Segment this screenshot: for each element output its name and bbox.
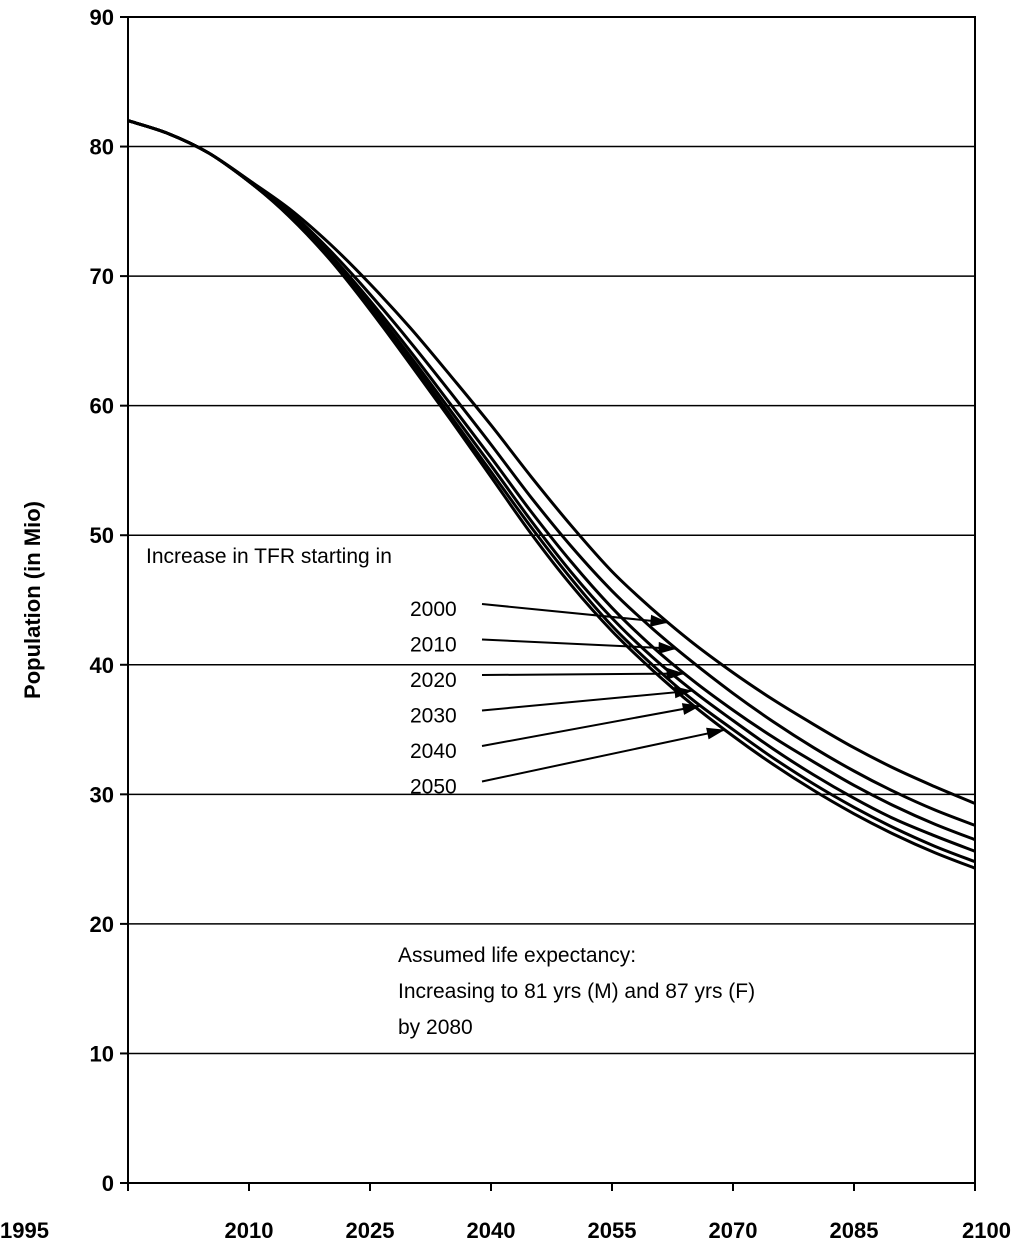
legend-title: Increase in TFR starting in [146, 545, 392, 568]
x-tick-label-2085: 2085 [830, 1218, 879, 1243]
legend-arrow-line-2040 [481, 704, 701, 747]
x-tick-label-2040: 2040 [467, 1218, 516, 1243]
series-lines [127, 119, 976, 870]
y-axis-ticks: 0 10 20 30 40 50 60 70 80 90 [90, 5, 128, 1196]
y-tick-label-10: 10 [90, 1041, 114, 1066]
annotation-line-3: by 2080 [398, 1016, 473, 1039]
y-tick-label-50: 50 [90, 523, 114, 548]
legend-arrow-head-2040 [681, 703, 701, 715]
annotation-line-1: Assumed life expectancy: [398, 944, 636, 967]
legend-arrows [481, 603, 726, 783]
legend-arrow-head-2050 [706, 727, 725, 740]
series-line-2050 [127, 119, 976, 870]
x-tick-label-2010: 2010 [225, 1218, 274, 1243]
legend-arrow-line-2000 [481, 603, 669, 624]
x-tick-label-2055: 2055 [588, 1218, 637, 1243]
x-tick-label-2025: 2025 [346, 1218, 395, 1243]
y-tick-label-70: 70 [90, 264, 114, 289]
legend-arrow-head-2020 [666, 667, 685, 680]
gridlines [128, 145, 975, 1055]
legend-arrow-head-2000 [650, 614, 669, 627]
legend-arrow-line-2020 [481, 672, 685, 676]
y-tick-label-0: 0 [102, 1171, 114, 1196]
legend-label-2050: 2050 [410, 776, 457, 799]
series-line-2020 [127, 119, 976, 842]
legend-label-2020: 2020 [410, 669, 457, 692]
x-tick-label-2070: 2070 [709, 1218, 758, 1243]
y-tick-label-40: 40 [90, 653, 114, 678]
y-axis-label: Population (in Mio) [20, 501, 45, 699]
legend-arrow-line-2050 [481, 728, 726, 783]
x-tick-label-1995: 1995 [0, 1218, 49, 1243]
annotation-line-2: Increasing to 81 yrs (M) and 87 yrs (F) [398, 980, 755, 1003]
x-axis-ticks: 1995 2010 2025 2040 2055 2070 2085 2100 [0, 1183, 1011, 1243]
y-tick-label-30: 30 [90, 782, 114, 807]
legend-labels: 2000 2010 2020 2030 2040 2050 [410, 598, 457, 799]
series-line-2030 [127, 119, 976, 853]
x-tick-label-2100: 2100 [962, 1218, 1011, 1243]
plot-frame [127, 16, 976, 1184]
legend-label-2010: 2010 [410, 634, 457, 657]
legend-arrow-line-2010 [481, 638, 677, 650]
series-line-2010 [127, 119, 976, 827]
y-tick-label-20: 20 [90, 912, 114, 937]
series-line-2040 [127, 119, 976, 864]
legend-arrow-head-2010 [658, 641, 677, 654]
legend-arrow-line-2030 [481, 689, 693, 712]
legend-arrow-head-2030 [674, 686, 693, 699]
series-line-2000 [127, 119, 976, 805]
y-tick-label-90: 90 [90, 5, 114, 30]
y-tick-label-80: 80 [90, 135, 114, 160]
legend-label-2040: 2040 [410, 740, 457, 763]
legend-label-2030: 2030 [410, 705, 457, 728]
legend-label-2000: 2000 [410, 598, 457, 621]
y-tick-label-60: 60 [90, 394, 114, 419]
